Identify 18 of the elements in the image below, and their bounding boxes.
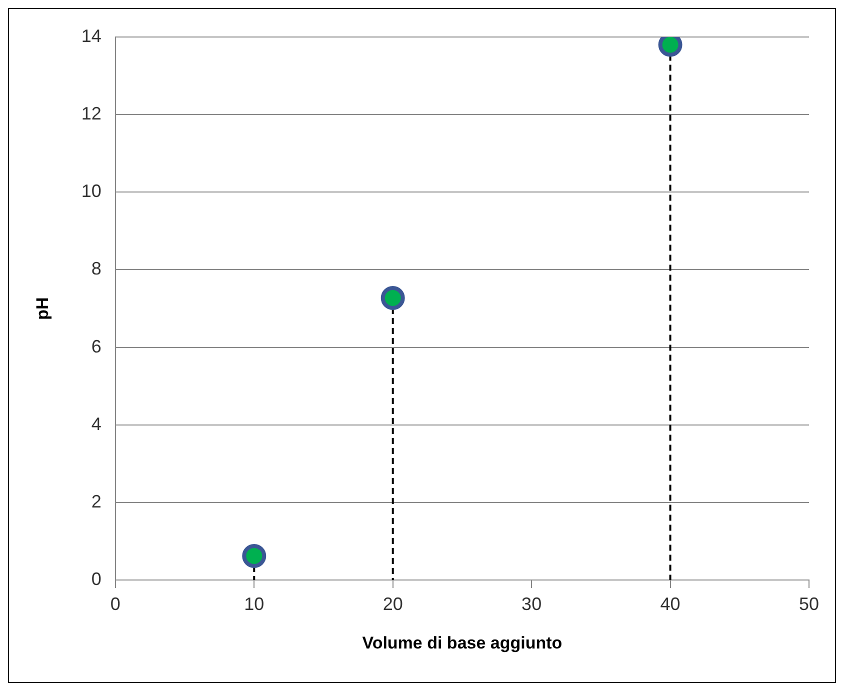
x-tick-label: 20 (382, 594, 403, 614)
x-axis-title: Volume di base aggiunto (362, 633, 562, 652)
y-tick-label: 2 (91, 491, 102, 512)
x-tick-label: 10 (244, 594, 264, 614)
y-tick-label: 0 (91, 568, 102, 589)
point (380, 286, 405, 310)
y-axis-title: pH (32, 297, 52, 320)
x-tick-label: 30 (522, 594, 542, 614)
y-tick-label: 10 (81, 181, 102, 202)
x-tick-label: 0 (110, 594, 120, 614)
y-tick-label: 8 (91, 258, 102, 279)
y-tick-label: 4 (91, 414, 102, 434)
y-tick-label: 6 (91, 336, 102, 356)
point (242, 544, 266, 568)
y-tick-label: 14 (81, 26, 102, 46)
x-tick-label: 50 (798, 594, 820, 614)
y-tick-label: 12 (81, 104, 102, 124)
x-tick-label: 40 (660, 594, 680, 614)
